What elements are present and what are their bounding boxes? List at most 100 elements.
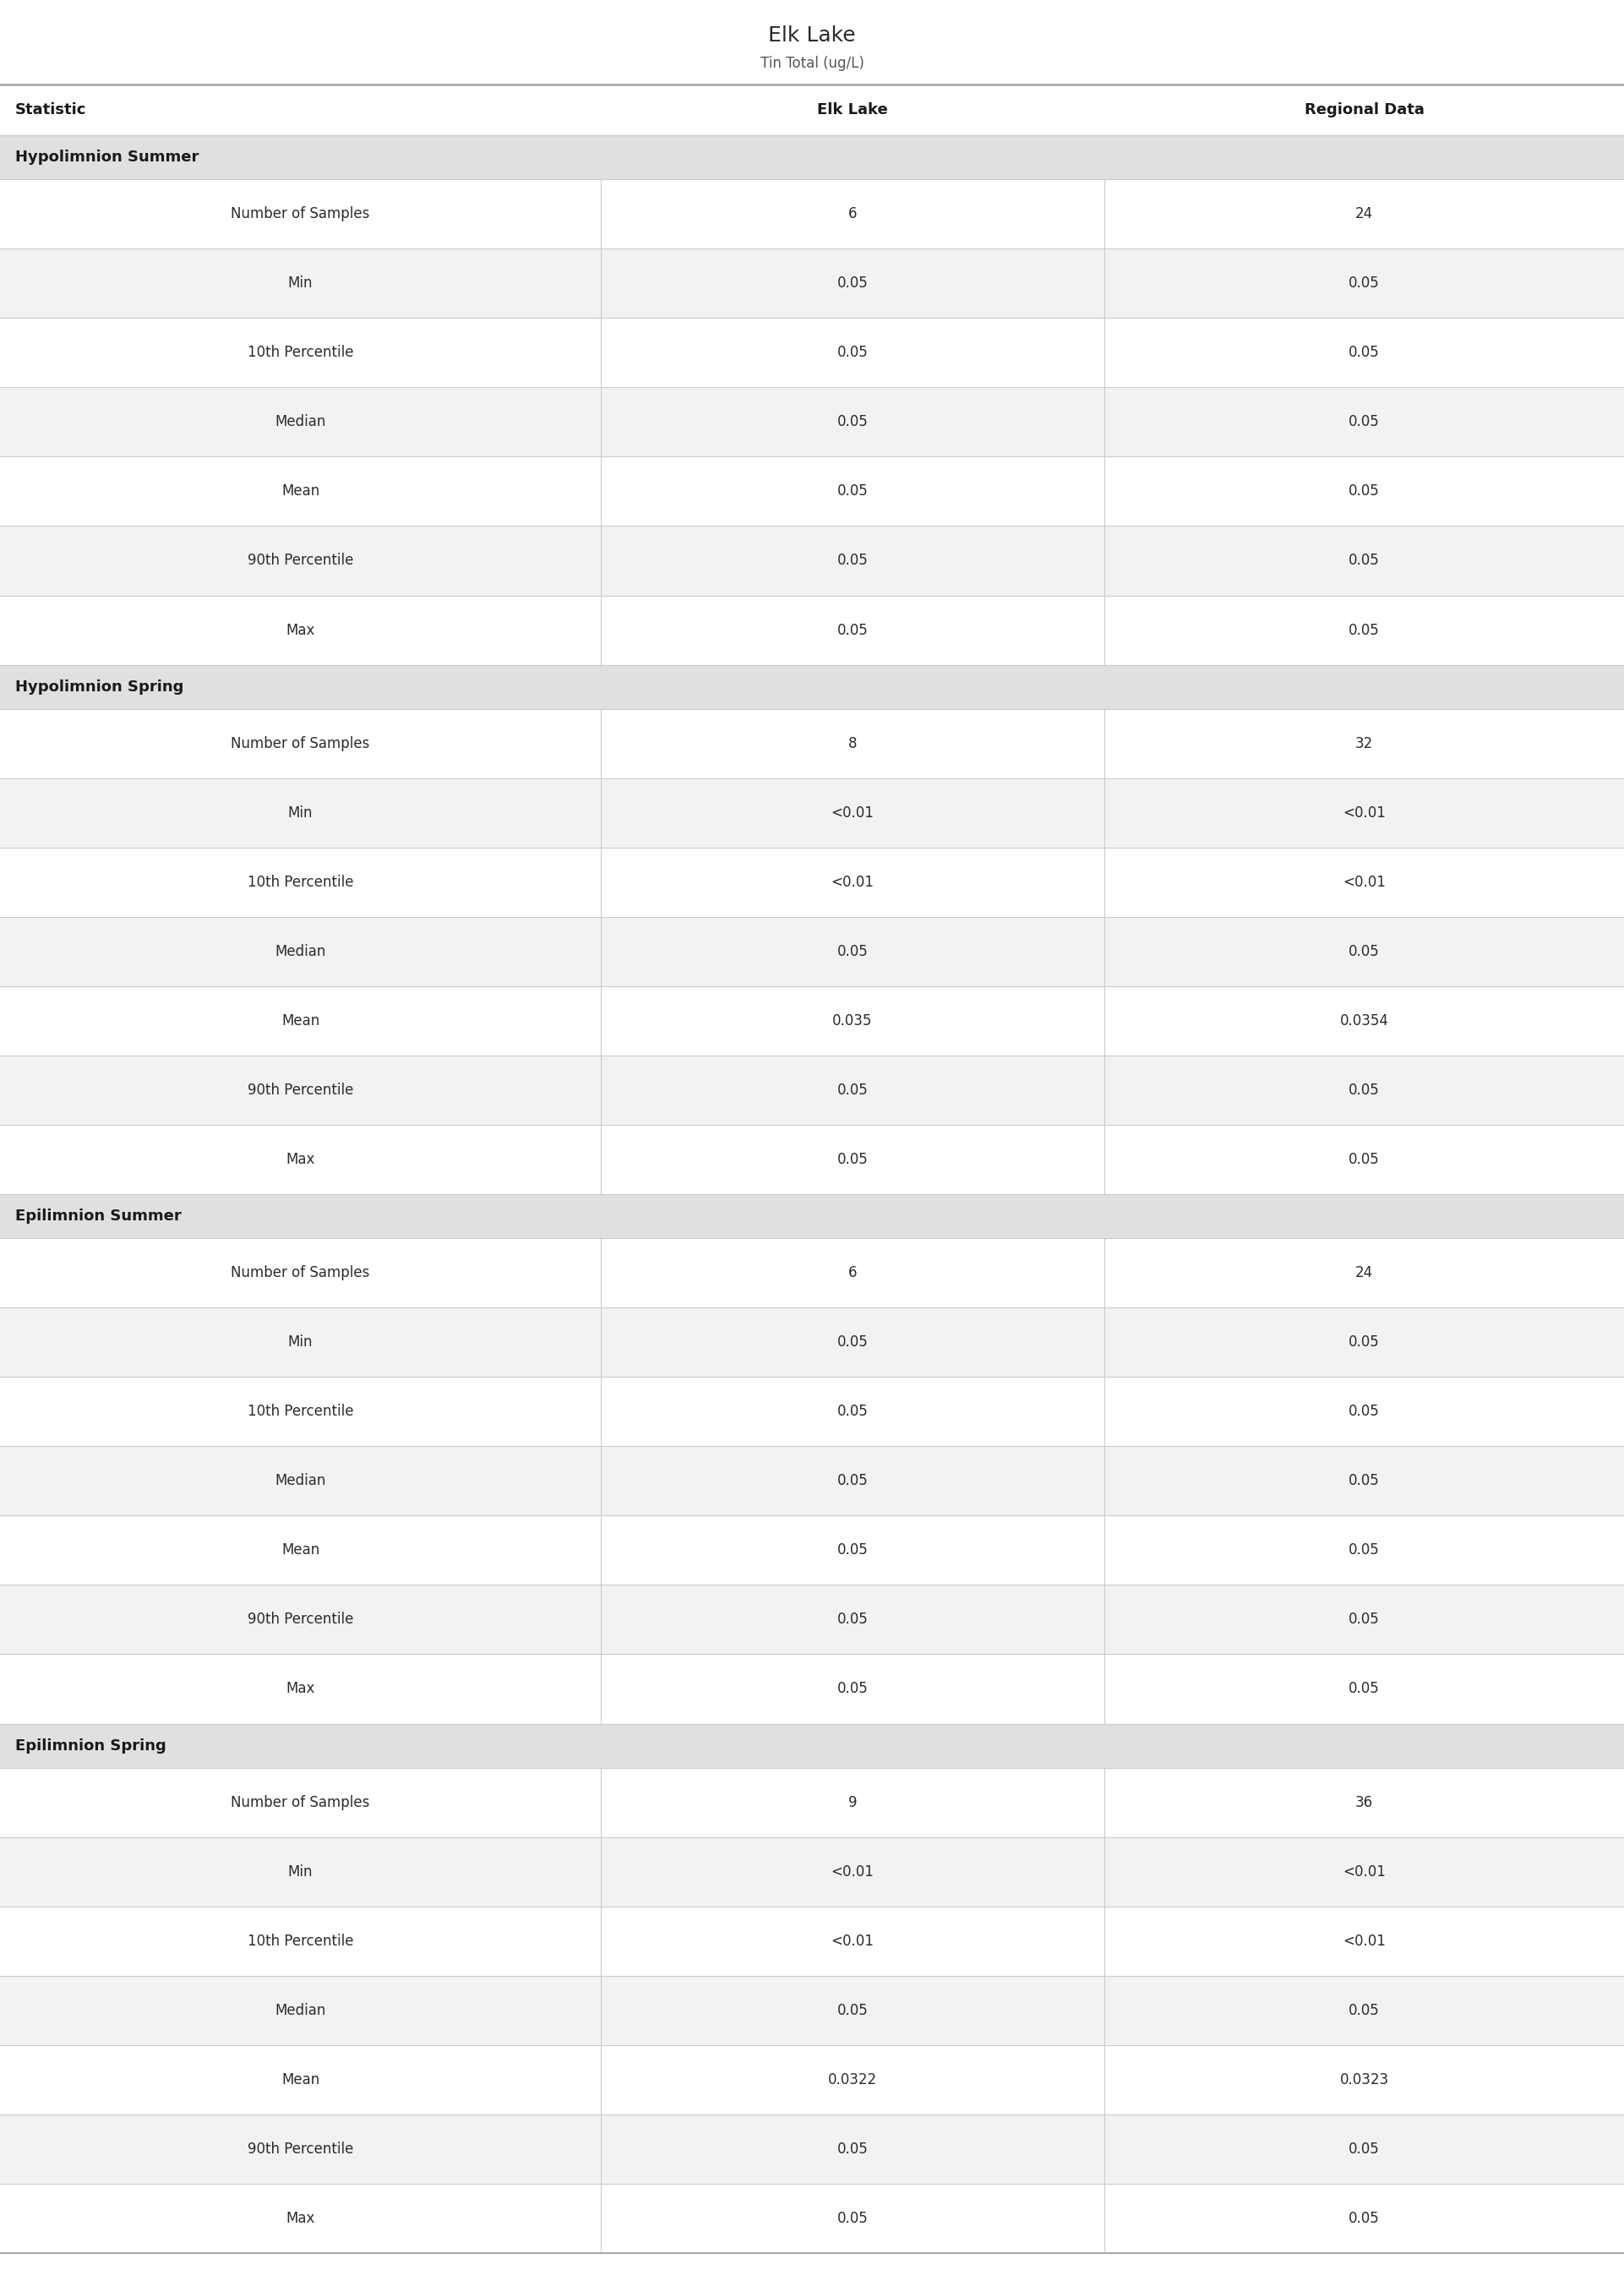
Text: 0.05: 0.05 (1348, 2211, 1380, 2227)
Bar (0, 527, 1624, 595)
Bar (0, 318, 1624, 388)
Text: Number of Samples: Number of Samples (231, 207, 370, 222)
Text: <0.01: <0.01 (831, 1934, 874, 1948)
Text: 0.05: 0.05 (836, 345, 869, 361)
Text: 10th Percentile: 10th Percentile (247, 1403, 354, 1419)
Text: 0.05: 0.05 (1348, 1682, 1380, 1696)
Text: <0.01: <0.01 (831, 874, 874, 890)
Bar (0, 1126, 1624, 1194)
Text: 9: 9 (848, 1796, 857, 1809)
Text: 90th Percentile: 90th Percentile (247, 1083, 354, 1099)
Bar (0, 2184, 1624, 2254)
Bar (0, 1655, 1624, 1723)
Text: Max: Max (286, 2211, 315, 2227)
Text: 0.05: 0.05 (1348, 415, 1380, 429)
Text: 0.05: 0.05 (836, 1403, 869, 1419)
Text: 0.05: 0.05 (836, 622, 869, 638)
Text: <0.01: <0.01 (1343, 1934, 1385, 1948)
Text: 10th Percentile: 10th Percentile (247, 874, 354, 890)
Text: 0.05: 0.05 (1348, 1544, 1380, 1557)
Bar (0, 1516, 1624, 1584)
Bar (0, 1975, 1624, 2045)
Text: <0.01: <0.01 (1343, 1864, 1385, 1880)
Text: 0.05: 0.05 (836, 1473, 869, 1489)
Text: 10th Percentile: 10th Percentile (247, 345, 354, 361)
Text: Min: Min (287, 1335, 313, 1351)
Bar (0, 985, 1624, 1056)
Text: 0.05: 0.05 (1348, 484, 1380, 499)
Text: 90th Percentile: 90th Percentile (247, 554, 354, 568)
Text: 0.05: 0.05 (836, 1335, 869, 1351)
Bar (0, 2045, 1624, 2113)
Text: 0.05: 0.05 (1348, 2141, 1380, 2156)
Text: 0.05: 0.05 (1348, 1335, 1380, 1351)
Bar (0, 456, 1624, 527)
Text: 0.05: 0.05 (836, 1682, 869, 1696)
Bar (0, 1308, 1624, 1378)
Bar (0, 136, 1624, 179)
Text: <0.01: <0.01 (831, 806, 874, 819)
Text: 0.05: 0.05 (836, 554, 869, 568)
Text: <0.01: <0.01 (1343, 806, 1385, 819)
Text: 0.05: 0.05 (836, 2141, 869, 2156)
Text: Epilimnion Spring: Epilimnion Spring (15, 1739, 166, 1752)
Text: 0.0354: 0.0354 (1340, 1012, 1389, 1028)
Text: Median: Median (274, 415, 326, 429)
Text: Number of Samples: Number of Samples (231, 1796, 370, 1809)
Text: 0.05: 0.05 (836, 1151, 869, 1167)
Text: 6: 6 (848, 207, 857, 222)
Bar (0, 388, 1624, 456)
Text: Median: Median (274, 2002, 326, 2018)
Text: 90th Percentile: 90th Percentile (247, 1612, 354, 1628)
Text: Median: Median (274, 1473, 326, 1489)
Bar (0, 595, 1624, 665)
Bar (0, 917, 1624, 985)
Text: 0.05: 0.05 (1348, 1403, 1380, 1419)
Text: Elk Lake: Elk Lake (817, 102, 888, 118)
Bar (0, 1907, 1624, 1975)
Text: 0.05: 0.05 (1348, 1473, 1380, 1489)
Text: Elk Lake: Elk Lake (768, 25, 856, 45)
Text: 0.05: 0.05 (1348, 554, 1380, 568)
Text: <0.01: <0.01 (1343, 874, 1385, 890)
Text: Statistic: Statistic (15, 102, 86, 118)
Bar (0, 1056, 1624, 1126)
Text: 0.05: 0.05 (836, 415, 869, 429)
Bar (0, 250, 1624, 318)
Bar (0, 1194, 1624, 1237)
Text: 0.05: 0.05 (1348, 345, 1380, 361)
Bar (0, 2113, 1624, 2184)
Text: 32: 32 (1354, 735, 1374, 751)
Text: 0.05: 0.05 (1348, 944, 1380, 960)
Bar (0, 1768, 1624, 1836)
Text: 0.05: 0.05 (836, 2211, 869, 2227)
Text: 90th Percentile: 90th Percentile (247, 2141, 354, 2156)
Text: Hypolimnion Summer: Hypolimnion Summer (15, 150, 198, 166)
Bar (0, 847, 1624, 917)
Text: 0.05: 0.05 (836, 275, 869, 291)
Text: Max: Max (286, 1151, 315, 1167)
Text: 24: 24 (1356, 1264, 1372, 1280)
Bar (0, 1836, 1624, 1907)
Text: Min: Min (287, 806, 313, 819)
Bar (0, 1584, 1624, 1655)
Text: Tin Total (ug/L): Tin Total (ug/L) (760, 57, 864, 70)
Text: <0.01: <0.01 (831, 1864, 874, 1880)
Text: Median: Median (274, 944, 326, 960)
Text: Regional Data: Regional Data (1304, 102, 1424, 118)
Text: Mean: Mean (281, 1544, 320, 1557)
Text: 0.05: 0.05 (1348, 1083, 1380, 1099)
Text: 24: 24 (1356, 207, 1372, 222)
Text: 0.0322: 0.0322 (828, 2073, 877, 2088)
Text: 0.05: 0.05 (1348, 275, 1380, 291)
Text: Max: Max (286, 1682, 315, 1696)
Text: Mean: Mean (281, 1012, 320, 1028)
Text: 0.05: 0.05 (836, 944, 869, 960)
Text: 6: 6 (848, 1264, 857, 1280)
Text: 8: 8 (848, 735, 857, 751)
Bar (0, 708, 1624, 779)
Text: 0.05: 0.05 (836, 484, 869, 499)
Text: 0.05: 0.05 (1348, 2002, 1380, 2018)
Bar (0, 1378, 1624, 1446)
Text: Number of Samples: Number of Samples (231, 1264, 370, 1280)
